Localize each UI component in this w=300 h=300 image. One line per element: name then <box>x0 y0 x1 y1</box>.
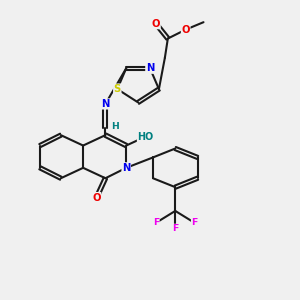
Text: F: F <box>153 218 159 227</box>
Text: N: N <box>101 99 110 109</box>
Text: HO: HO <box>137 132 154 142</box>
Text: O: O <box>182 25 190 34</box>
Text: N: N <box>122 163 130 173</box>
Text: O: O <box>152 19 160 29</box>
Text: S: S <box>114 84 121 94</box>
Text: F: F <box>172 224 178 233</box>
Text: N: N <box>146 63 154 73</box>
Text: H: H <box>111 122 119 131</box>
Text: O: O <box>92 193 101 202</box>
Text: F: F <box>191 218 198 227</box>
